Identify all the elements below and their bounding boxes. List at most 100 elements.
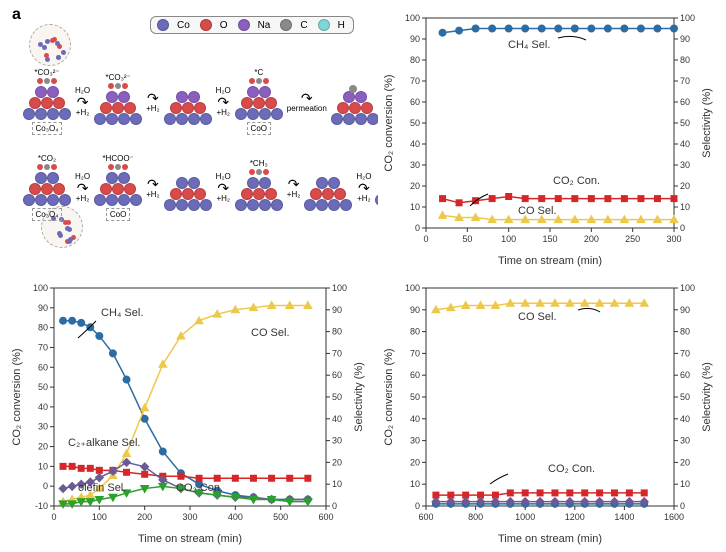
svg-text:40: 40 (680, 414, 690, 424)
svg-text:80: 80 (38, 323, 48, 333)
svg-text:0: 0 (332, 501, 337, 511)
svg-text:0: 0 (415, 223, 420, 233)
svg-text:40: 40 (332, 414, 342, 424)
svg-text:CO₂ conversion (%): CO₂ conversion (%) (11, 348, 23, 445)
svg-text:30: 30 (38, 422, 48, 432)
svg-text:80: 80 (680, 55, 690, 65)
svg-text:CO₂ Con.: CO₂ Con. (553, 175, 600, 187)
svg-text:100: 100 (332, 283, 347, 293)
svg-text:90: 90 (680, 34, 690, 44)
svg-text:CO₂ conversion (%): CO₂ conversion (%) (383, 74, 395, 171)
atom-legend: CoONaCH (150, 16, 354, 34)
svg-text:200: 200 (584, 234, 599, 244)
svg-text:90: 90 (332, 305, 342, 315)
svg-text:CO₂ Con.: CO₂ Con. (548, 463, 595, 475)
svg-text:100: 100 (405, 283, 420, 293)
svg-text:80: 80 (680, 327, 690, 337)
svg-text:CO₂ conversion (%): CO₂ conversion (%) (383, 348, 395, 445)
svg-text:20: 20 (410, 181, 420, 191)
svg-text:70: 70 (332, 348, 342, 358)
svg-text:60: 60 (38, 362, 48, 372)
svg-text:CH₄ Sel.: CH₄ Sel. (101, 307, 143, 319)
svg-text:40: 40 (38, 402, 48, 412)
panel-a-diagram: CoONaCH *CO₃²⁻Co₃O₄H₂O↷+H₂*CO₃²⁻↷+H₂H₂O↷… (5, 6, 365, 266)
svg-text:30: 30 (410, 436, 420, 446)
svg-text:Time on stream (min): Time on stream (min) (498, 533, 602, 545)
svg-text:0: 0 (415, 501, 420, 511)
inset-top (29, 24, 71, 66)
svg-text:250: 250 (625, 234, 640, 244)
svg-text:50: 50 (680, 118, 690, 128)
svg-text:-10: -10 (35, 501, 48, 511)
svg-text:1600: 1600 (664, 512, 684, 522)
svg-text:30: 30 (332, 436, 342, 446)
svg-text:60: 60 (680, 97, 690, 107)
svg-text:60: 60 (410, 370, 420, 380)
svg-text:60: 60 (332, 370, 342, 380)
scheme-row-1: *CO₃²⁻Co₃O₄H₂O↷+H₂*CO₃²⁻↷+H₂H₂O↷+H₂*CCoO… (23, 68, 363, 135)
svg-text:100: 100 (92, 512, 107, 522)
svg-text:70: 70 (38, 342, 48, 352)
svg-text:1200: 1200 (565, 512, 585, 522)
svg-text:olefin Sel.: olefin Sel. (78, 482, 126, 494)
svg-text:40: 40 (410, 414, 420, 424)
svg-text:70: 70 (410, 76, 420, 86)
svg-text:50: 50 (680, 392, 690, 402)
svg-text:100: 100 (680, 283, 695, 293)
svg-text:50: 50 (38, 382, 48, 392)
svg-text:100: 100 (405, 13, 420, 23)
svg-text:600: 600 (318, 512, 333, 522)
svg-text:100: 100 (501, 234, 516, 244)
svg-text:CH₄ Sel.: CH₄ Sel. (508, 39, 550, 51)
svg-text:Time on stream (min): Time on stream (min) (498, 255, 602, 267)
chart-c: 0100200300400500600-10010203040506070809… (6, 276, 374, 548)
svg-text:400: 400 (228, 512, 243, 522)
svg-text:0: 0 (680, 223, 685, 233)
svg-text:30: 30 (410, 160, 420, 170)
svg-text:90: 90 (680, 305, 690, 315)
svg-text:0: 0 (51, 512, 56, 522)
svg-text:10: 10 (410, 202, 420, 212)
svg-text:0: 0 (43, 481, 48, 491)
svg-text:30: 30 (680, 436, 690, 446)
svg-text:70: 70 (410, 348, 420, 358)
svg-text:60: 60 (410, 97, 420, 107)
svg-text:20: 20 (332, 457, 342, 467)
svg-text:50: 50 (410, 118, 420, 128)
svg-text:10: 10 (332, 479, 342, 489)
svg-text:CO Sel.: CO Sel. (251, 327, 290, 339)
svg-text:70: 70 (680, 348, 690, 358)
svg-text:50: 50 (462, 234, 472, 244)
svg-text:10: 10 (680, 202, 690, 212)
chart-d: 6008001000120014001600010203040506070809… (378, 276, 722, 548)
svg-text:200: 200 (137, 512, 152, 522)
svg-text:10: 10 (38, 461, 48, 471)
svg-text:60: 60 (680, 370, 690, 380)
chart-b: 0501001502002503000102030405060708090100… (378, 6, 722, 270)
svg-text:CO Sel.: CO Sel. (518, 205, 557, 217)
svg-text:90: 90 (38, 303, 48, 313)
svg-text:100: 100 (680, 13, 695, 23)
svg-text:CO Sel.: CO Sel. (518, 311, 557, 323)
svg-text:50: 50 (332, 392, 342, 402)
svg-text:600: 600 (418, 512, 433, 522)
svg-text:1400: 1400 (614, 512, 634, 522)
svg-text:0: 0 (680, 501, 685, 511)
svg-text:300: 300 (666, 234, 681, 244)
svg-text:Selectivity (%): Selectivity (%) (353, 362, 365, 432)
svg-text:10: 10 (680, 479, 690, 489)
svg-text:100: 100 (33, 283, 48, 293)
svg-text:500: 500 (273, 512, 288, 522)
svg-text:C₂₊alkane Sel.: C₂₊alkane Sel. (68, 437, 140, 449)
scheme-row-2: *CO₂Co₃O₄H₂O↷+H₂*HCOO⁻CoO↷+H₂H₂O↷+H₂*CH₃… (23, 154, 363, 221)
svg-text:80: 80 (332, 327, 342, 337)
svg-text:Time on stream (min): Time on stream (min) (138, 533, 242, 545)
svg-text:0: 0 (423, 234, 428, 244)
svg-text:30: 30 (680, 160, 690, 170)
svg-text:20: 20 (680, 181, 690, 191)
svg-text:20: 20 (680, 457, 690, 467)
svg-text:80: 80 (410, 327, 420, 337)
svg-text:20: 20 (38, 442, 48, 452)
svg-text:40: 40 (680, 139, 690, 149)
svg-text:20: 20 (410, 457, 420, 467)
